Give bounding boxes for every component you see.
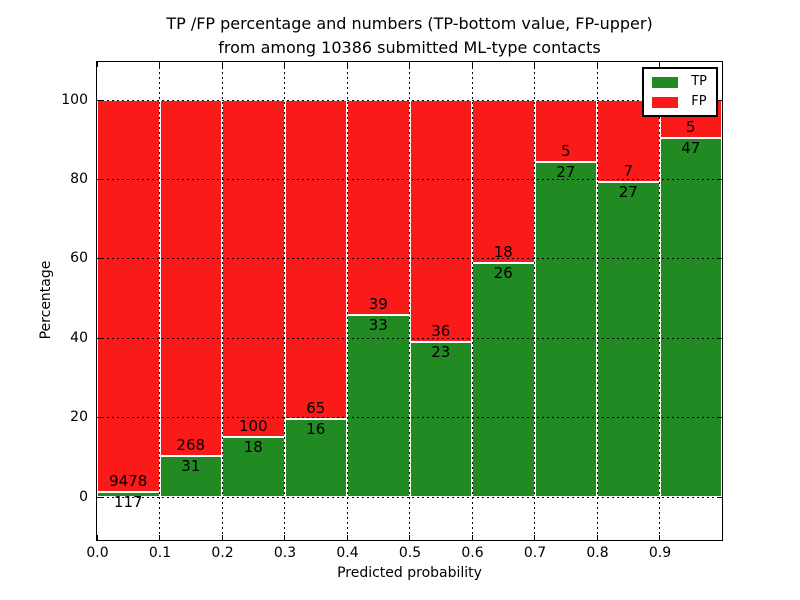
fp-count-label-5: 36 xyxy=(431,322,451,341)
fp-legend-label: FP xyxy=(691,94,707,109)
fp-count-label-6: 18 xyxy=(493,242,513,261)
chart-title-line1: TP /FP percentage and numbers (TP-bottom… xyxy=(166,14,653,33)
tp-count-label-2: 18 xyxy=(243,437,263,456)
fp-count-label-9: 5 xyxy=(685,118,696,137)
x-tick-label-0.3: 0.3 xyxy=(273,545,297,561)
y-tick-label-40: 40 xyxy=(70,329,88,346)
y-tick-label-20: 20 xyxy=(70,409,88,426)
x-tick-label-0.9: 0.9 xyxy=(648,545,672,561)
x-tick-label-0.2: 0.2 xyxy=(211,545,234,561)
tp-count-label-8: 27 xyxy=(618,182,638,201)
fp-legend-swatch xyxy=(652,96,679,108)
bar-segment-tp-9 xyxy=(659,138,722,498)
tp-count-label-6: 26 xyxy=(493,263,513,282)
bar-segment-tp-3 xyxy=(284,418,347,498)
plot-area: 9478 117 268 31 100 18 65 16 39 33 36 23 18 26 5 27 7 27 5… xyxy=(96,61,723,541)
tp-count-label-3: 16 xyxy=(306,419,326,438)
y-tick-label-80: 80 xyxy=(70,171,88,187)
chart-title: TP /FP percentage and numbers (TP-bottom… xyxy=(97,12,722,60)
legend-entry-fp: FP xyxy=(652,95,707,109)
fp-count-label-0: 9478 xyxy=(109,472,148,491)
y-tick-label-0: 0 xyxy=(79,488,88,505)
x-tick-label-0.0: 0.0 xyxy=(86,545,109,561)
tp-count-label-9: 47 xyxy=(681,139,701,158)
x-tick-label-0.7: 0.7 xyxy=(523,545,547,561)
bar-segment-fp-7 xyxy=(534,100,597,163)
x-tick-top-0.0 xyxy=(96,62,98,67)
fp-count-label-8: 7 xyxy=(623,161,634,180)
tp-count-label-4: 33 xyxy=(368,316,388,335)
y-tick-label-100: 100 xyxy=(61,91,88,108)
chart-title-line2: from among 10386 submitted ML-type conta… xyxy=(218,38,601,57)
bars-layer xyxy=(97,62,722,540)
x-tick-label-0.1: 0.1 xyxy=(148,545,172,561)
y-tick-label-60: 60 xyxy=(70,250,88,267)
x-tick-label-0.4: 0.4 xyxy=(336,545,359,561)
tp-legend-label: TP xyxy=(691,74,707,89)
x-tick-label-0.6: 0.6 xyxy=(461,545,484,561)
bar-segment-fp-3 xyxy=(284,100,347,419)
x-axis-label: Predicted probability xyxy=(337,565,482,581)
y-axis-label: Percentage xyxy=(38,260,54,340)
fp-count-label-7: 5 xyxy=(560,142,571,161)
bar-segment-fp-5 xyxy=(409,100,472,343)
tp-count-label-0: 117 xyxy=(113,493,143,512)
tp-count-label-7: 27 xyxy=(556,163,576,182)
tp-count-label-5: 23 xyxy=(431,343,451,362)
fp-count-label-2: 100 xyxy=(238,416,268,435)
bar-segment-tp-7 xyxy=(534,162,597,498)
x-tick-bottom-0.0 xyxy=(96,535,98,540)
tp-legend-swatch xyxy=(652,76,679,88)
legend-entry-tp: TP xyxy=(652,75,707,89)
fp-count-label-1: 268 xyxy=(176,435,206,454)
bar-segment-fp-4 xyxy=(347,100,410,316)
annotations-layer: 9478 117 268 31 100 18 65 16 39 33 36 23 18 26 5 27 7 27 5… xyxy=(97,62,722,540)
bar-segment-fp-6 xyxy=(472,100,535,263)
legend: TP FP xyxy=(642,67,718,117)
x-tick-label-0.8: 0.8 xyxy=(586,545,609,561)
x-tick-label-0.5: 0.5 xyxy=(398,545,422,561)
bar-segment-tp-4 xyxy=(347,315,410,498)
fp-count-label-3: 65 xyxy=(306,398,326,417)
tp-count-label-1: 31 xyxy=(181,456,201,475)
fp-count-label-4: 39 xyxy=(368,295,388,314)
